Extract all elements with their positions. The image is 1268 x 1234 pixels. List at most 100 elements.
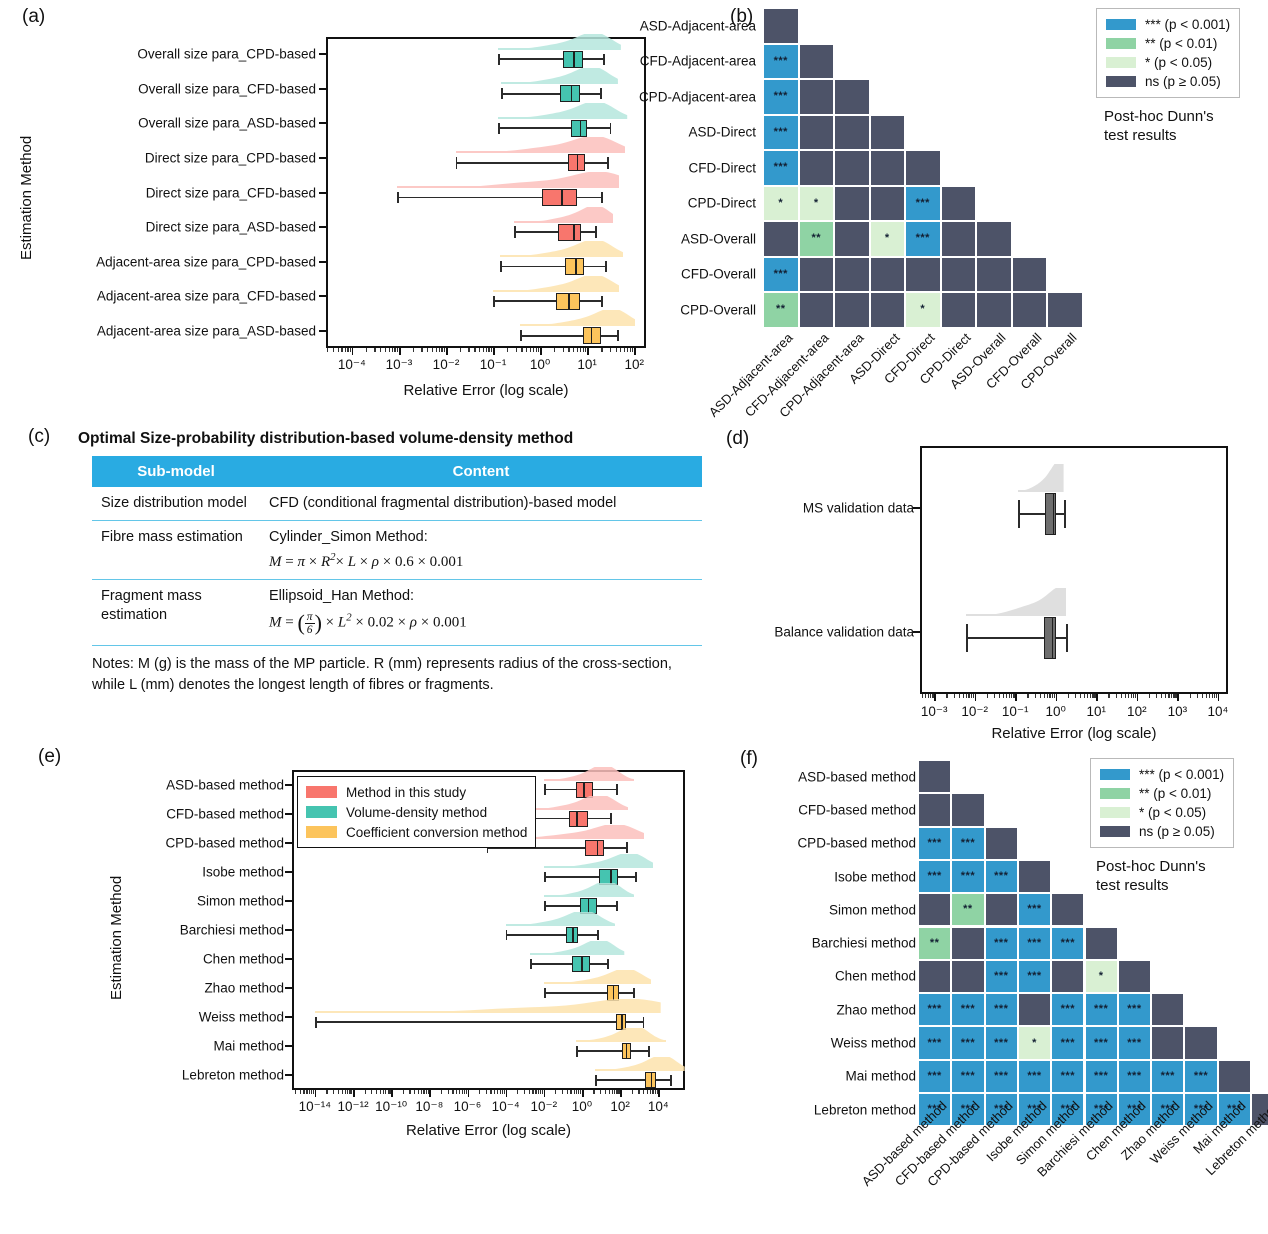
xtick-major — [398, 348, 401, 355]
matrix-cell — [763, 221, 799, 257]
xtick-minor — [646, 1090, 648, 1094]
cap-high — [600, 88, 603, 100]
matrix-cell: *** — [984, 1059, 1018, 1093]
xtick-minor — [1173, 694, 1175, 698]
matrix-cell — [918, 760, 952, 794]
box — [570, 119, 588, 137]
matrix-cell — [940, 221, 976, 257]
xtick-minor — [374, 348, 376, 352]
xtick-label: 10⁰ — [529, 357, 551, 372]
cap-high — [617, 330, 620, 342]
cap-low — [576, 1046, 579, 1057]
matrix-cell — [1117, 959, 1152, 994]
ytick-label: Chen method — [202, 951, 284, 967]
xtick-label: 10⁻¹⁰ — [375, 1099, 408, 1114]
xtick-minor — [616, 1090, 618, 1094]
xtick-minor — [402, 1090, 404, 1094]
xtick-minor — [1011, 694, 1013, 698]
cap-low — [396, 191, 399, 204]
matrix-cell — [1017, 859, 1052, 894]
matrix-cell — [905, 256, 941, 292]
cap-high — [601, 295, 604, 307]
matrix-cell: *** — [905, 221, 941, 257]
xtick-minor — [994, 694, 996, 698]
xtick-minor — [580, 1090, 582, 1094]
matrix-cell — [834, 221, 870, 257]
ytick-label: CPD-based method — [165, 835, 284, 851]
cap-high — [1066, 624, 1068, 652]
matrix-cell — [1051, 893, 1085, 927]
box — [559, 85, 580, 103]
xtick-minor — [376, 1090, 378, 1094]
ytick-mark — [285, 812, 292, 815]
xtick-minor — [1067, 694, 1070, 698]
matrix-cell — [976, 292, 1012, 328]
xtick-minor — [600, 1090, 602, 1094]
matrix-cell — [976, 256, 1012, 292]
xtick-minor — [431, 348, 434, 352]
median-line — [590, 327, 593, 345]
matrix-cell: *** — [951, 1093, 985, 1127]
box — [572, 956, 590, 973]
matrix-cell: *** — [918, 1059, 952, 1093]
xtick-minor — [1134, 694, 1137, 698]
xtick-minor — [1049, 694, 1051, 698]
xtick-major — [353, 1090, 355, 1097]
xtick-minor — [463, 1090, 465, 1094]
xtick-major — [505, 1090, 508, 1097]
xtick-minor — [1013, 694, 1015, 698]
xtick-minor — [1053, 694, 1056, 698]
matrix-row-label: Weiss method — [830, 1035, 916, 1051]
matrix-cell: *** — [1184, 1093, 1218, 1127]
xtick-minor — [1043, 694, 1045, 698]
matrix-cell: *** — [951, 859, 985, 894]
table-cell-content-3: Ellipsoid_Han Method: M = (π 6) × L2 × 0.… — [260, 579, 702, 646]
violin-density — [498, 102, 628, 119]
xtick-minor — [1051, 694, 1054, 698]
ytick-mark — [285, 958, 292, 961]
xtick-minor — [507, 348, 509, 352]
xtick-minor — [965, 694, 967, 698]
box — [562, 50, 583, 68]
legend-swatch — [1100, 788, 1130, 799]
table-cell-submodel-1: Size distribution model — [92, 487, 260, 521]
median-line — [625, 1043, 628, 1060]
violin-density — [530, 941, 625, 956]
median-line — [581, 956, 583, 973]
violin-density — [520, 310, 636, 327]
ytick-mark — [285, 929, 292, 931]
xtick-minor — [494, 1090, 496, 1094]
table-header-content: Content — [452, 463, 510, 480]
xtick-minor — [573, 1090, 575, 1094]
xtick-minor — [1156, 694, 1158, 698]
xtick-minor — [562, 348, 564, 352]
table-row: Fibre mass estimation Cylinder_Simon Met… — [92, 520, 702, 581]
matrix-cell: *** — [1051, 1093, 1085, 1127]
fibre-method-name: Cylinder_Simon Method: — [269, 528, 428, 545]
xtick-minor — [927, 694, 930, 698]
xtick-minor — [568, 348, 570, 352]
xtick-minor — [1189, 694, 1191, 698]
matrix-cell: *** — [1017, 1059, 1052, 1093]
xtick-minor — [946, 694, 948, 698]
xtick-minor — [958, 694, 960, 698]
whisker-low — [595, 1079, 645, 1082]
cap-low — [493, 295, 495, 307]
violin-density — [486, 824, 644, 839]
matrix-cell — [869, 256, 905, 292]
xtick-minor — [654, 1090, 656, 1094]
matrix-cell: *** — [918, 859, 952, 894]
matrix-cell — [1251, 1093, 1268, 1127]
cap-low — [514, 226, 516, 238]
matrix-cell — [1011, 256, 1047, 292]
xtick-minor — [351, 1090, 353, 1094]
panel-d-xlabel: Relative Error (log scale) — [991, 725, 1157, 742]
xtick-label: 10⁻² — [961, 704, 989, 719]
xtick-label: 10⁰ — [1045, 704, 1066, 719]
legend-label: Method in this study — [346, 784, 467, 800]
whisker-high — [587, 127, 610, 130]
panel-c-title: Optimal Size-probability distribution-ba… — [78, 430, 574, 447]
matrix-cell: *** — [1117, 1093, 1152, 1127]
legend-swatch — [1100, 826, 1130, 837]
xtick-major — [429, 1090, 431, 1097]
